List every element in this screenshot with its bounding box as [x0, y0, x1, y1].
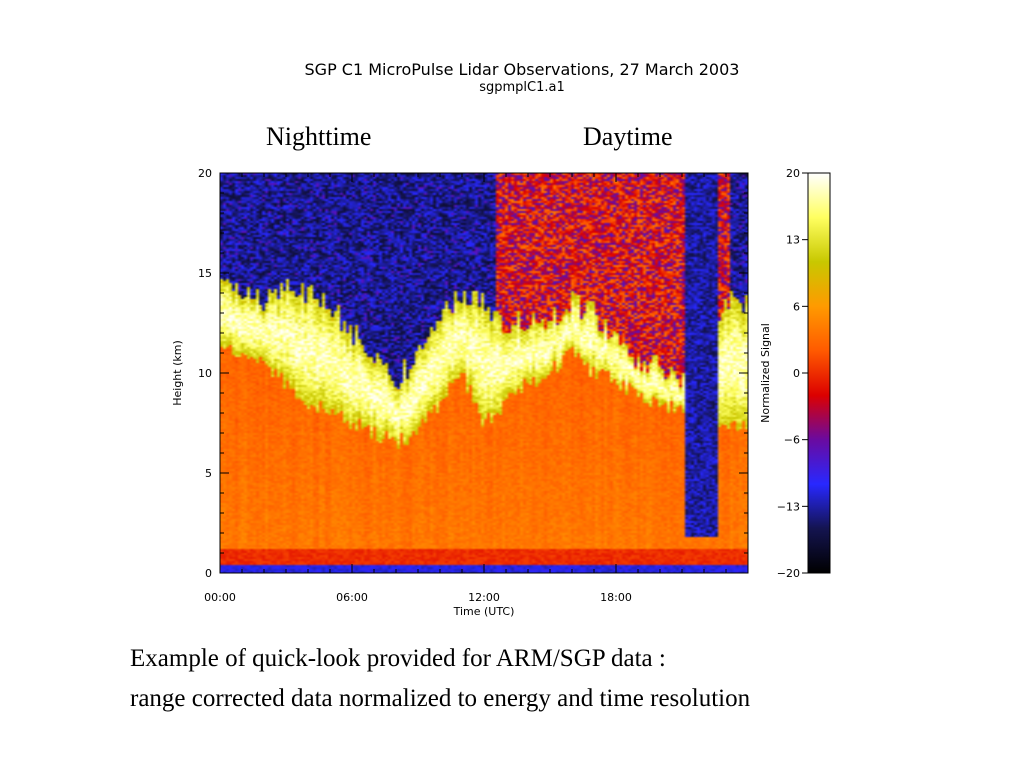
x-axis-label: Time (UTC)	[453, 605, 515, 618]
heatmap-image	[220, 173, 748, 573]
x-tick-label: 06:00	[336, 591, 368, 604]
colorbar-tick-label: 0	[793, 367, 800, 380]
y-tick-label: 20	[198, 167, 212, 180]
colorbar-label: Normalized Signal	[759, 323, 772, 423]
x-tick-label: 12:00	[468, 591, 500, 604]
colorbar-tick-label: −20	[777, 567, 800, 580]
caption-line-2: range corrected data normalized to energ…	[130, 685, 751, 712]
lidar-chart: 0 5 10 15 20 Height (km) 00:00 06:00 12:00 18:00 T…	[171, 167, 831, 618]
colorbar-tick-label: 13	[786, 234, 800, 247]
y-axis-label: Height (km)	[171, 340, 184, 406]
y-tick-label: 5	[205, 467, 212, 480]
nighttime-label: Nighttime	[266, 122, 372, 151]
chart-subtitle: sgpmplC1.a1	[479, 80, 565, 95]
daytime-label: Daytime	[583, 122, 673, 151]
caption-line-1: Example of quick-look provided for ARM/S…	[130, 645, 666, 672]
colorbar-strip	[807, 172, 831, 574]
x-tick-label: 00:00	[204, 591, 236, 604]
colorbar: 20 13 6 0 −6 −13 −20 Normalized Signal	[759, 167, 831, 580]
y-tick-label: 0	[205, 567, 212, 580]
x-tick-label: 18:00	[600, 591, 632, 604]
colorbar-tick-label: 6	[793, 300, 800, 313]
chart-title: SGP C1 MicroPulse Lidar Observations, 27…	[304, 60, 740, 79]
y-tick-label: 15	[198, 267, 212, 280]
plot-area	[220, 173, 748, 573]
colorbar-tick-label: −13	[777, 500, 800, 513]
y-tick-label: 10	[198, 367, 212, 380]
colorbar-tick-label: 20	[786, 167, 800, 180]
colorbar-tick-label: −6	[784, 434, 800, 447]
axes: 0 5 10 15 20 Height (km) 00:00 06:00 12:00 18:00 T…	[171, 167, 749, 618]
